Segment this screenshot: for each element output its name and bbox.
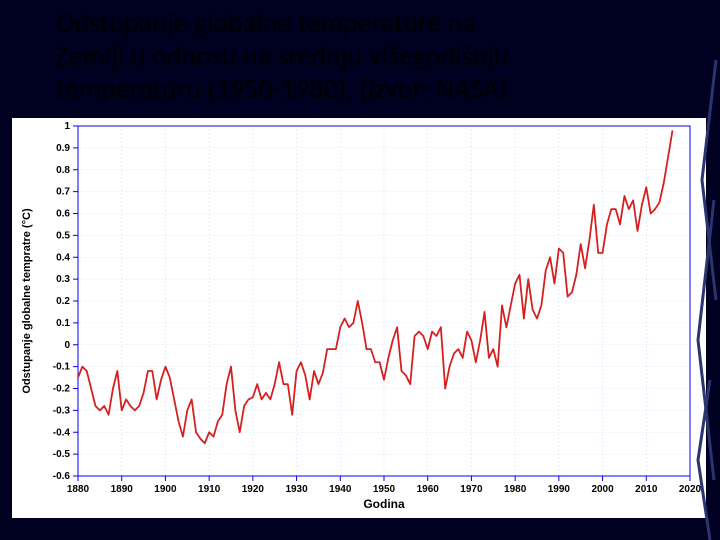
svg-text:1960: 1960 <box>417 484 440 495</box>
svg-text:2000: 2000 <box>591 484 614 495</box>
svg-text:2020: 2020 <box>679 484 702 495</box>
svg-text:-0.1: -0.1 <box>53 362 71 373</box>
svg-text:0.3: 0.3 <box>56 274 70 285</box>
line-chart: 1880 1890 1900 1910 1920 1930 1940 1950 1960 1970… <box>12 118 706 518</box>
svg-text:-0.5: -0.5 <box>53 449 71 460</box>
svg-text:1920: 1920 <box>242 484 265 495</box>
svg-text:0.4: 0.4 <box>56 252 70 263</box>
svg-text:0: 0 <box>64 340 70 351</box>
chart-container: 1880 1890 1900 1910 1920 1930 1940 1950 1960 1970… <box>12 118 706 518</box>
svg-text:1990: 1990 <box>548 484 571 495</box>
svg-text:1910: 1910 <box>198 484 221 495</box>
svg-text:0.8: 0.8 <box>56 165 70 176</box>
svg-text:1940: 1940 <box>329 484 352 495</box>
svg-text:-0.6: -0.6 <box>53 471 71 482</box>
title-line-1: Odstupanje globalne temperature na <box>56 5 476 40</box>
svg-text:0.5: 0.5 <box>56 230 70 241</box>
svg-text:0.9: 0.9 <box>56 143 70 154</box>
svg-text:0.2: 0.2 <box>56 296 70 307</box>
svg-text:-0.3: -0.3 <box>53 405 71 416</box>
svg-text:1930: 1930 <box>285 484 308 495</box>
svg-text:1980: 1980 <box>504 484 527 495</box>
slide: { "title_line1": "Odstupanje globalne te… <box>0 0 720 540</box>
svg-text:1900: 1900 <box>154 484 177 495</box>
svg-text:1970: 1970 <box>460 484 483 495</box>
svg-text:0.1: 0.1 <box>56 318 70 329</box>
svg-text:1890: 1890 <box>111 484 134 495</box>
svg-text:0.6: 0.6 <box>56 209 70 220</box>
svg-text:0.7: 0.7 <box>56 187 70 198</box>
svg-text:1950: 1950 <box>373 484 396 495</box>
title-line-3: temperaturu (1950-1980), (izvor: NASA) <box>56 71 508 106</box>
svg-text:-0.4: -0.4 <box>53 427 71 438</box>
svg-text:-0.2: -0.2 <box>53 384 71 395</box>
slide-title: Odstupanje globalne temperature na Zemlj… <box>56 6 666 105</box>
svg-text:2010: 2010 <box>635 484 658 495</box>
title-line-2: Zemlji u odnosu na srednju višegodišnju <box>56 38 509 73</box>
svg-text:Odstupanje globalne tempratre: Odstupanje globalne tempratre (°C) <box>21 208 33 394</box>
svg-text:1: 1 <box>64 121 70 132</box>
svg-text:Godina: Godina <box>363 497 405 511</box>
svg-text:1880: 1880 <box>67 484 90 495</box>
